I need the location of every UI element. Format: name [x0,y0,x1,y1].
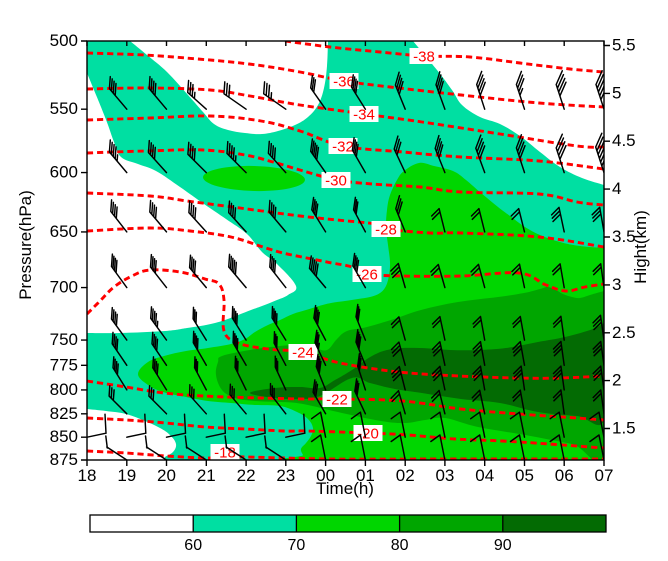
svg-text:700: 700 [50,278,78,297]
svg-text:04: 04 [475,466,494,485]
svg-text:1.5: 1.5 [612,419,636,438]
svg-text:Pressure(hPa): Pressure(hPa) [16,190,35,300]
svg-text:2.5: 2.5 [612,323,636,342]
svg-text:-36: -36 [333,74,355,91]
svg-text:05: 05 [515,466,534,485]
svg-text:70: 70 [288,537,306,554]
svg-text:60: 60 [184,537,202,554]
svg-text:2: 2 [612,371,621,390]
svg-text:-30: -30 [325,173,347,190]
svg-text:5: 5 [612,83,621,102]
svg-text:3: 3 [612,275,621,294]
svg-text:800: 800 [50,380,78,399]
svg-text:20: 20 [157,466,176,485]
svg-text:-18: -18 [214,445,236,462]
svg-text:775: 775 [50,355,78,374]
svg-text:875: 875 [50,450,78,469]
svg-text:18: 18 [78,466,97,485]
svg-text:07: 07 [595,466,614,485]
svg-text:-20: -20 [357,426,379,443]
svg-text:03: 03 [435,466,454,485]
svg-text:90: 90 [494,537,512,554]
svg-text:750: 750 [50,330,78,349]
svg-text:-26: -26 [356,267,378,284]
svg-text:80: 80 [391,537,409,554]
svg-text:-22: -22 [326,392,348,409]
svg-text:02: 02 [396,466,415,485]
svg-text:825: 825 [50,404,78,423]
svg-text:5.5: 5.5 [612,36,636,55]
svg-text:550: 550 [50,99,78,118]
svg-text:Time(h): Time(h) [316,479,374,498]
svg-text:600: 600 [50,163,78,182]
svg-text:19: 19 [117,466,136,485]
svg-text:00: 00 [316,466,335,485]
svg-text:500: 500 [50,31,78,50]
svg-text:23: 23 [276,466,295,485]
svg-text:-32: -32 [332,139,354,156]
svg-text:06: 06 [555,466,574,485]
svg-text:21: 21 [197,466,216,485]
svg-text:650: 650 [50,222,78,241]
svg-text:4: 4 [612,179,621,198]
svg-text:-24: -24 [292,345,314,362]
svg-text:-38: -38 [413,49,435,66]
svg-text:Hight(km): Hight(km) [631,210,650,284]
svg-text:-28: -28 [375,222,397,239]
svg-text:850: 850 [50,427,78,446]
svg-text:3.5: 3.5 [612,227,636,246]
svg-text:-34: -34 [353,107,375,124]
svg-text:01: 01 [356,466,375,485]
svg-text:22: 22 [237,466,256,485]
svg-text:4.5: 4.5 [612,131,636,150]
